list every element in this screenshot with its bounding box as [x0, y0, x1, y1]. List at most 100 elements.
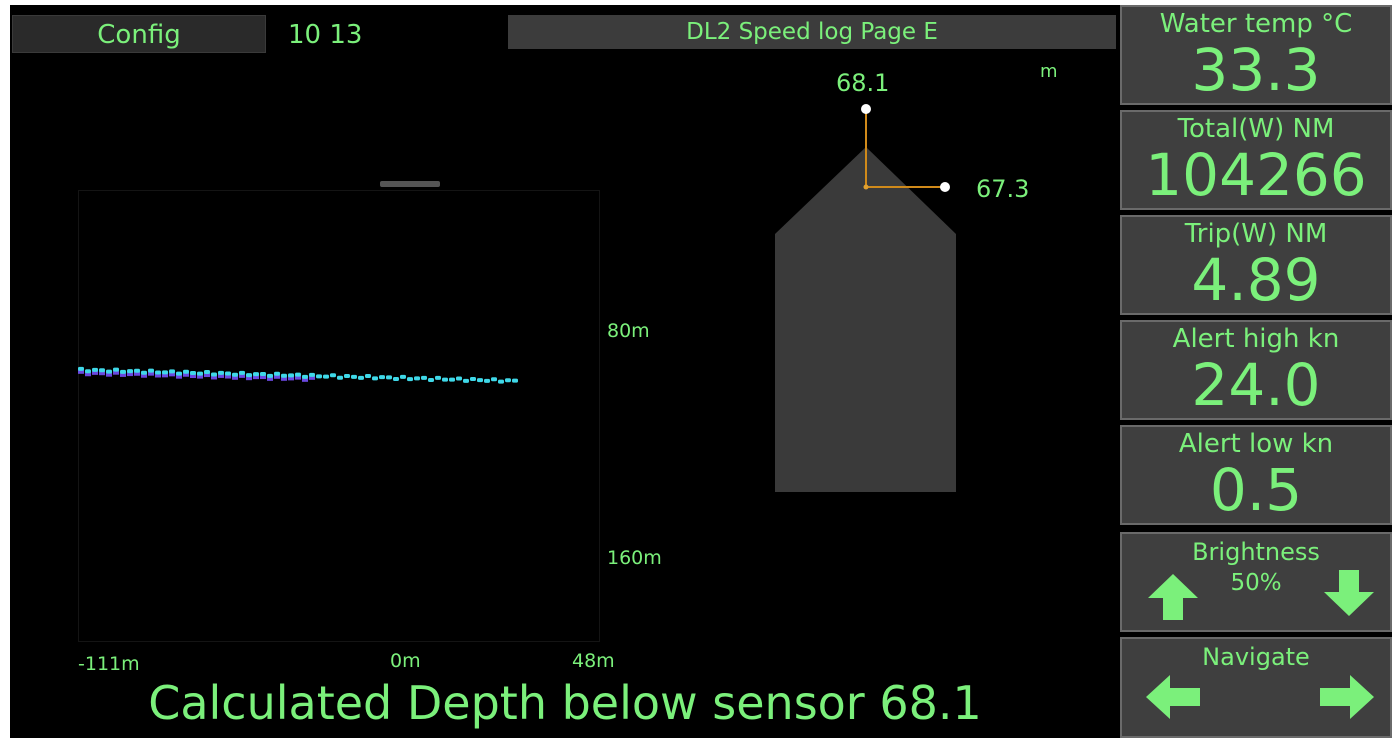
sonar-echo: [323, 374, 329, 379]
sonar-echo: [204, 370, 210, 375]
brightness-panel: Brightness 50%: [1120, 532, 1392, 632]
sonar-echo: [358, 375, 364, 380]
sonar-echo-secondary: [295, 375, 301, 380]
sonar-echo: [85, 369, 91, 374]
sonar-echo: [92, 367, 98, 372]
brightness-label: Brightness: [1192, 538, 1320, 566]
alert-low-panel[interactable]: Alert low kn 0.5: [1120, 425, 1392, 525]
sonar-echo: [176, 371, 182, 376]
sonar-echo-secondary: [176, 374, 182, 379]
forward-depth-value: 68.1: [836, 69, 890, 97]
sonar-echo: [155, 370, 161, 375]
sonar-echo-secondary: [162, 373, 168, 378]
sonar-echo-secondary: [302, 377, 308, 382]
panel-value: 24.0: [1191, 351, 1321, 419]
sonar-echo: [372, 376, 378, 381]
sonar-echo: [456, 376, 462, 381]
sonar-echo: [239, 370, 245, 375]
sonar-echo-secondary: [148, 371, 154, 376]
sonar-echo: [218, 370, 224, 375]
sonar-echo: [505, 378, 511, 383]
sonar-echo: [78, 366, 84, 371]
panel-label: Water temp °C: [1159, 9, 1353, 39]
sonar-echo: [253, 372, 259, 377]
boat-hull: [775, 147, 956, 492]
sonar-echo: [386, 375, 392, 380]
sonar-echo: [491, 377, 497, 382]
water-temp-panel: Water temp °C 33.3: [1120, 5, 1392, 105]
sonar-echo-secondary: [239, 373, 245, 378]
alert-high-panel[interactable]: Alert high kn 24.0: [1120, 320, 1392, 420]
sonar-echo: [148, 368, 154, 373]
config-button[interactable]: Config: [12, 15, 266, 53]
sonar-echo-secondary: [155, 373, 161, 378]
sonar-echo-secondary: [274, 374, 280, 379]
x-label-left: -111m: [78, 653, 140, 675]
sonar-echo: [400, 374, 406, 379]
sonar-echo-secondary: [141, 373, 147, 378]
sonar-echo: [512, 378, 518, 383]
sonar-echo-secondary: [211, 375, 217, 380]
sonar-echo-secondary: [260, 375, 266, 380]
sonar-echo: [442, 377, 448, 382]
sonar-echo-secondary: [225, 374, 231, 379]
panel-value: 0.5: [1209, 456, 1303, 524]
sonar-echo-secondary: [309, 375, 315, 380]
total-distance-panel: Total(W) NM 104266: [1120, 110, 1392, 210]
sonar-echo-secondary: [183, 372, 189, 377]
sonar-echo: [162, 370, 168, 375]
sonar-surface-blip: [380, 181, 440, 187]
depth-label-160: 160m: [607, 547, 662, 569]
sonar-echo-secondary: [253, 375, 259, 380]
sonar-echo-secondary: [281, 376, 287, 381]
sonar-echo-secondary: [120, 372, 126, 377]
sonar-echo-secondary: [106, 372, 112, 377]
sonar-echo: [232, 372, 238, 377]
sonar-echo: [498, 379, 504, 384]
sonar-echo: [246, 373, 252, 378]
sonar-echo-secondary: [92, 370, 98, 375]
forward-depth-dot: [861, 104, 871, 114]
sonar-echo: [470, 377, 476, 382]
sonar-echo: [190, 371, 196, 376]
display-screen: Config 10 13 DL2 Speed log Page E 80m 16…: [10, 5, 1392, 738]
sonar-echo: [288, 373, 294, 378]
sonar-echo: [302, 374, 308, 379]
boat-diagram: [775, 104, 956, 492]
sonar-echo: [337, 375, 343, 380]
arrow-right-icon[interactable]: [1318, 673, 1376, 721]
sonar-echo: [379, 375, 385, 380]
sonar-echo-secondary: [113, 370, 119, 375]
side-depth-dot: [940, 182, 950, 192]
arrow-left-icon[interactable]: [1144, 673, 1202, 721]
sonar-echo: [169, 369, 175, 374]
guide-origin-dot: [863, 184, 869, 190]
arrow-down-icon[interactable]: [1322, 568, 1376, 618]
sonar-echo-secondary: [246, 376, 252, 381]
sonar-echo: [484, 378, 490, 383]
sonar-echo: [134, 368, 140, 373]
panel-label: Alert high kn: [1172, 324, 1340, 354]
sonar-echo: [120, 369, 126, 374]
sonar-echo-secondary: [127, 372, 133, 377]
sonar-echo-secondary: [218, 373, 224, 378]
sonar-echo-secondary: [85, 372, 91, 377]
sonar-echo: [407, 377, 413, 382]
panel-label: Trip(W) NM: [1184, 219, 1328, 249]
sonar-echo: [351, 374, 357, 379]
sonar-echo: [421, 375, 427, 380]
sonar-echo: [449, 377, 455, 382]
sonar-echo: [309, 372, 315, 377]
sonar-echo-secondary: [134, 371, 140, 376]
panel-value: 104266: [1145, 141, 1367, 209]
sonar-echo-secondary: [267, 376, 273, 381]
navigate-panel: Navigate: [1120, 637, 1392, 738]
arrow-up-icon[interactable]: [1146, 572, 1200, 622]
panel-label: Alert low kn: [1178, 429, 1334, 459]
depth-unit: m: [1040, 61, 1058, 82]
sonar-echo: [414, 376, 420, 381]
sonar-echo: [211, 372, 217, 377]
sonar-echo: [106, 369, 112, 374]
sonar-echo: [463, 378, 469, 383]
sonar-plot: [78, 190, 600, 642]
